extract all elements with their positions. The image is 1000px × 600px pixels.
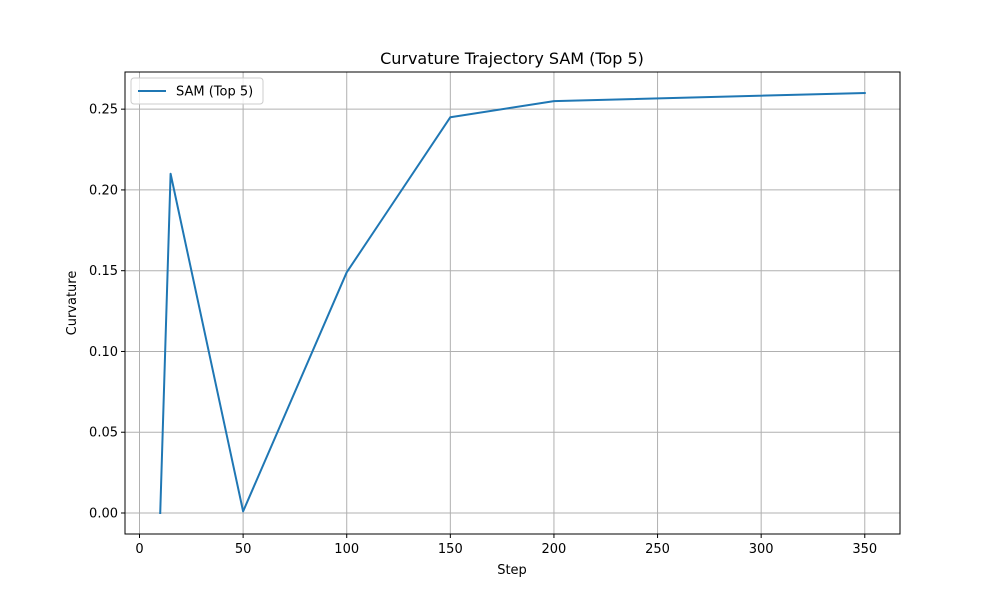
x-tick-label: 50 — [235, 542, 252, 557]
x-tick-label: 150 — [438, 542, 463, 557]
legend-box — [130, 77, 264, 105]
x-tick-label: 0 — [135, 542, 143, 557]
x-tick-label: 300 — [749, 542, 774, 557]
x-axis-label: Step — [497, 563, 527, 578]
series-layer — [159, 91, 866, 515]
x-axis-ticks: 0 50 100 150 200 250 300 350 — [135, 534, 877, 557]
y-tick-label: 0.10 — [89, 345, 118, 360]
y-axis-ticks: 0.00 0.05 0.10 0.15 0.20 0.25 — [89, 103, 125, 522]
legend: SAM (Top 5) — [130, 77, 264, 105]
x-tick-label: 200 — [542, 542, 567, 557]
x-tick-label: 250 — [645, 542, 670, 557]
y-tick-label: 0.15 — [89, 264, 118, 279]
y-tick-label: 0.25 — [89, 103, 118, 118]
y-tick-label: 0.00 — [89, 507, 118, 522]
x-tick-label: 100 — [334, 542, 359, 557]
y-axis-label: Curvature — [65, 271, 80, 336]
legend-label: SAM (Top 5) — [176, 85, 253, 100]
plot-frame — [124, 71, 901, 535]
grid — [125, 72, 900, 534]
series-line — [159, 91, 866, 515]
chart-title: Curvature Trajectory SAM (Top 5) — [380, 49, 644, 68]
y-tick-label: 0.05 — [89, 426, 118, 441]
y-tick-label: 0.20 — [89, 183, 118, 198]
x-tick-label: 350 — [852, 542, 877, 557]
